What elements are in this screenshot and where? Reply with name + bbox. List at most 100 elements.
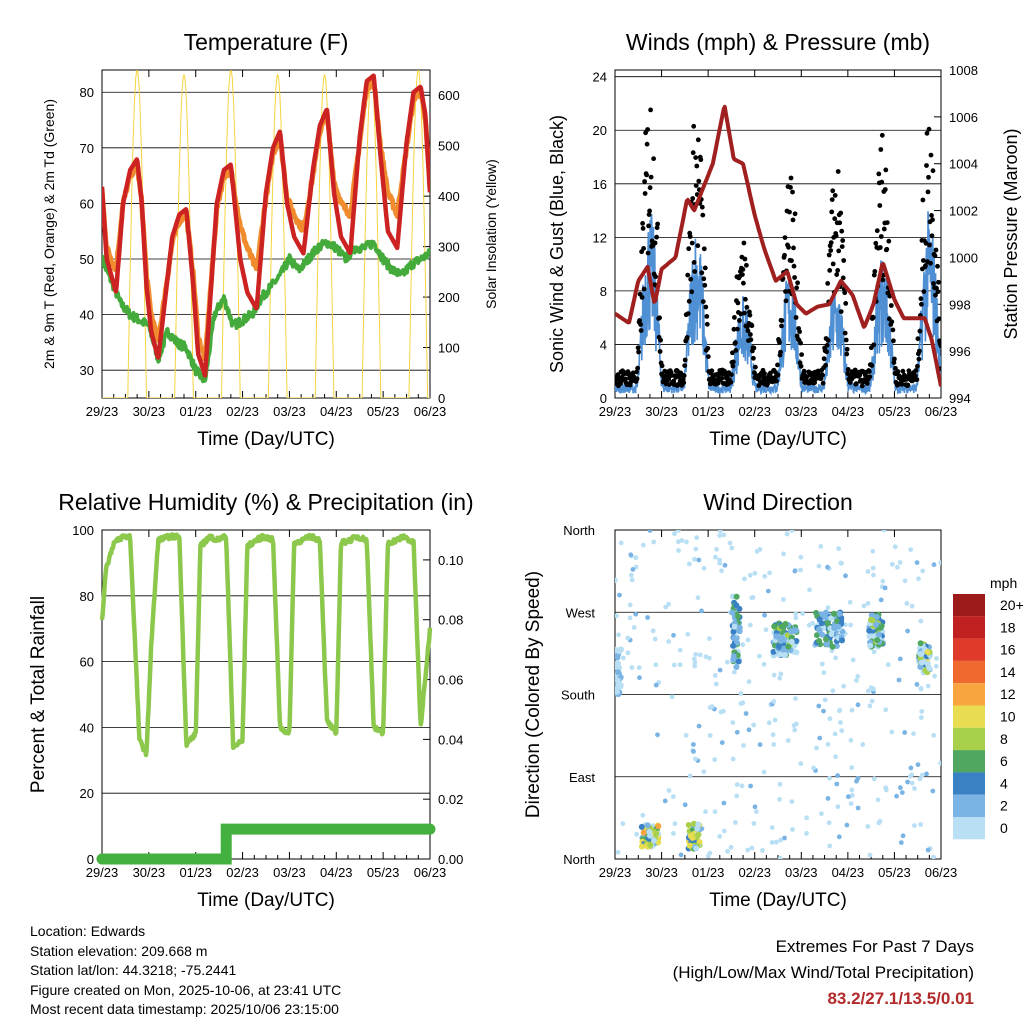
gust-point	[878, 147, 884, 152]
gust-point	[641, 246, 646, 251]
direction-point	[777, 797, 782, 802]
plot-area	[615, 104, 941, 397]
direction-point	[897, 560, 903, 565]
direction-point	[826, 820, 832, 826]
direction-point	[620, 821, 626, 827]
gust-point	[876, 171, 882, 177]
direction-point	[717, 533, 722, 538]
gust-point	[699, 270, 705, 276]
y-tick-label: 80	[80, 85, 94, 100]
direction-point	[644, 822, 651, 829]
direction-point	[713, 554, 718, 560]
direction-point	[814, 745, 819, 751]
y-right-tick-label: 200	[438, 290, 460, 305]
direction-point	[931, 562, 937, 568]
gust-point	[748, 332, 753, 337]
direction-point	[909, 603, 915, 609]
gust-point	[930, 217, 935, 223]
direction-point	[730, 653, 737, 660]
gust-point	[917, 348, 922, 354]
x-axis-label: Time (Day/UTC)	[709, 429, 847, 450]
x-tick-label: 05/23	[878, 404, 911, 419]
gust-point	[689, 289, 695, 295]
gust-point	[777, 340, 782, 345]
gust-point	[928, 260, 933, 266]
direction-point	[817, 735, 823, 741]
direction-point	[823, 636, 829, 643]
direction-point	[671, 662, 677, 668]
gust-point	[914, 377, 920, 382]
direction-point	[720, 708, 726, 714]
direction-point	[932, 673, 937, 679]
gust-point	[927, 242, 932, 248]
precipitation-line	[96, 823, 436, 865]
gust-point	[696, 178, 702, 184]
direction-point	[633, 555, 639, 561]
y-tick-label: North	[563, 523, 595, 538]
gust-point	[669, 373, 675, 378]
direction-point	[836, 610, 843, 617]
direction-point	[911, 731, 916, 737]
direction-point	[779, 635, 786, 642]
direction-point	[837, 708, 842, 714]
direction-point	[824, 620, 831, 627]
gust-point	[775, 372, 781, 378]
direction-point	[766, 720, 772, 726]
direction-point	[724, 659, 730, 665]
direction-point	[742, 576, 747, 582]
direction-point	[909, 780, 915, 786]
direction-point	[771, 699, 777, 704]
direction-point	[761, 661, 767, 667]
gust-point	[820, 380, 826, 386]
direction-point	[892, 544, 898, 550]
gust-point	[700, 299, 706, 304]
direction-point	[729, 609, 736, 616]
direction-point	[807, 587, 812, 593]
direction-point	[871, 686, 876, 692]
direction-point	[839, 637, 845, 644]
direction-point	[721, 532, 727, 538]
y-tick-label: North	[563, 852, 595, 867]
direction-point	[828, 615, 835, 622]
direction-point	[676, 548, 681, 553]
gust-point	[623, 376, 628, 382]
gust-point	[891, 338, 896, 344]
direction-point	[917, 640, 924, 647]
direction-point	[814, 632, 820, 639]
direction-point	[703, 654, 709, 660]
direction-point	[701, 565, 707, 571]
panel-2: Winds (mph) & Pressure (mb) 29/23 30/23 01/…	[547, 29, 1021, 450]
gust-point	[936, 316, 941, 322]
x-tick-label: 29/23	[599, 865, 632, 880]
direction-point	[695, 595, 701, 601]
direction-point	[707, 636, 712, 641]
direction-point	[691, 749, 696, 754]
direction-point	[770, 648, 777, 655]
location-text: Location: Edwards	[30, 923, 146, 939]
plot-area	[96, 532, 436, 865]
legend-label: 20+	[1000, 597, 1024, 613]
direction-point	[745, 847, 751, 853]
gust-point	[888, 303, 894, 308]
gust-point	[921, 258, 926, 263]
gust-point	[935, 289, 941, 295]
gust-point	[779, 318, 785, 323]
direction-point	[829, 643, 836, 650]
gust-point	[690, 150, 696, 156]
direction-point	[790, 827, 795, 832]
gust-point	[762, 371, 767, 376]
gust-point	[840, 238, 846, 243]
direction-point	[834, 781, 840, 787]
direction-point	[730, 628, 737, 635]
gust-point	[859, 383, 865, 389]
direction-point	[752, 804, 758, 810]
gust-point	[645, 250, 651, 256]
gust-point	[871, 272, 877, 278]
direction-point	[793, 615, 799, 621]
x-tick-label: 29/23	[86, 865, 119, 880]
x-tick-label: 02/23	[738, 865, 771, 880]
direction-point	[775, 643, 782, 650]
gust-point	[825, 338, 831, 343]
x-tick-label: 30/23	[645, 404, 678, 419]
direction-point	[880, 578, 886, 584]
